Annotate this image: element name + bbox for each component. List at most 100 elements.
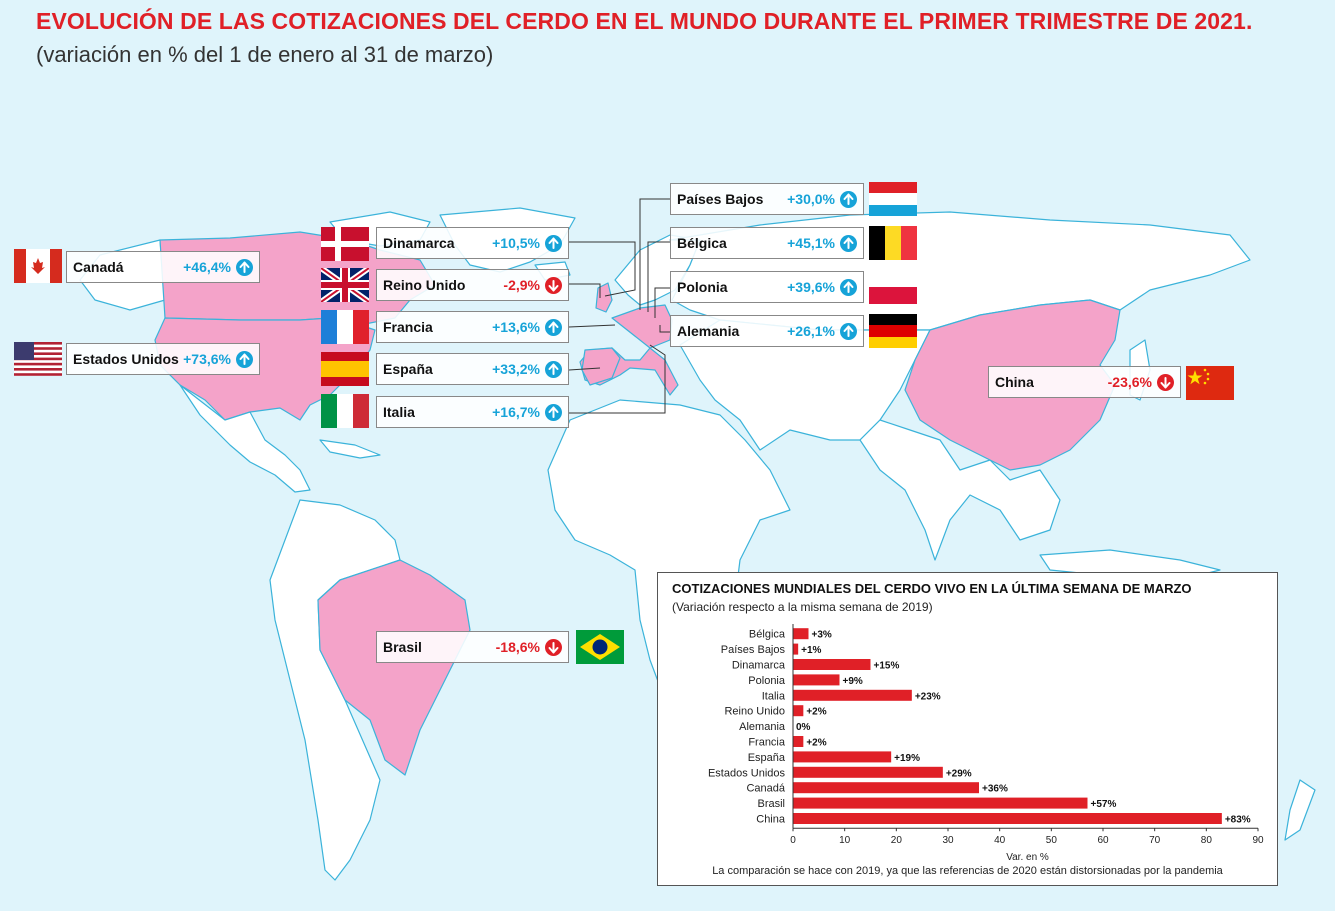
- uk-flag-icon: [321, 268, 369, 302]
- label-reino-unido-name: Reino Unido: [383, 277, 466, 293]
- label-polonia-name: Polonia: [677, 279, 728, 295]
- x-axis-label: Var. en %: [1006, 852, 1049, 863]
- data-label: +57%: [1091, 799, 1117, 810]
- bar: [793, 643, 799, 655]
- data-label: 0%: [796, 722, 811, 733]
- arrow-up-icon: [545, 403, 562, 421]
- label-belgica-value: +45,1%: [787, 235, 835, 251]
- label-espana: España +33,2%: [376, 353, 569, 385]
- label-china-value: -23,6%: [1107, 374, 1152, 390]
- mexico-shape: [179, 384, 311, 493]
- chart-note: La comparación se hace con 2019, ya que …: [712, 865, 1223, 877]
- bar: [793, 674, 840, 686]
- new-zealand-shape: [1284, 779, 1316, 841]
- bar-chart-panel: COTIZACIONES MUNDIALES DEL CERDO VIVO EN…: [657, 572, 1278, 886]
- bar: [793, 736, 804, 747]
- label-espana-value: +33,2%: [492, 361, 540, 377]
- bar-chart: Bélgica +3% Países Bajos +1% Dinamarca +15% Po…: [708, 624, 1264, 863]
- label-brasil: Brasil -18,6%: [376, 631, 569, 663]
- data-label: +15%: [874, 661, 900, 672]
- label-usa: Estados Unidos +73,6%: [66, 343, 260, 375]
- label-canada: Canadá +46,4%: [66, 251, 260, 283]
- data-label: +2%: [806, 738, 826, 749]
- x-tick-label: 90: [1252, 835, 1264, 846]
- label-reino-unido: Reino Unido -2,9%: [376, 269, 569, 301]
- label-polonia: Polonia +39,6%: [670, 271, 864, 303]
- brazil-flag-icon: [576, 630, 624, 664]
- data-label: +83%: [1225, 815, 1251, 826]
- label-paises-bajos-name: Países Bajos: [677, 191, 764, 207]
- bar: [793, 751, 892, 763]
- brazil-shape: [317, 559, 471, 776]
- category-label: Dinamarca: [732, 660, 786, 672]
- category-label: Reino Unido: [724, 706, 785, 718]
- x-tick-label: 20: [891, 835, 903, 846]
- label-alemania-name: Alemania: [677, 323, 740, 339]
- label-canada-name: Canadá: [73, 259, 124, 275]
- data-label: +3%: [812, 630, 832, 641]
- label-china: China -23,6%: [988, 366, 1181, 398]
- category-label: Brasil: [757, 798, 785, 810]
- uk-shape: [595, 282, 613, 313]
- label-alemania-value: +26,1%: [787, 323, 835, 339]
- bar: [793, 705, 804, 717]
- arrow-down-icon: [545, 638, 562, 656]
- data-label: +1%: [801, 645, 821, 656]
- label-belgica: Bélgica +45,1%: [670, 227, 864, 259]
- south-america-shape: [269, 499, 401, 881]
- label-dinamarca-name: Dinamarca: [383, 235, 455, 251]
- label-francia: Francia +13,6%: [376, 311, 569, 343]
- data-label: +23%: [915, 691, 941, 702]
- x-tick-label: 70: [1149, 835, 1161, 846]
- arrow-up-icon: [236, 350, 253, 368]
- label-italia-name: Italia: [383, 404, 415, 420]
- data-label: +9%: [843, 676, 863, 687]
- arrow-up-icon: [840, 322, 857, 340]
- poland-flag-icon: [869, 270, 917, 304]
- bar: [793, 782, 979, 794]
- spain-flag-icon: [321, 352, 369, 386]
- arrow-up-icon: [545, 318, 562, 336]
- arrow-down-icon: [545, 276, 562, 294]
- chart-title: COTIZACIONES MUNDIALES DEL CERDO VIVO EN…: [672, 581, 1192, 596]
- bar: [793, 689, 912, 701]
- x-tick-label: 80: [1201, 835, 1213, 846]
- denmark-flag-icon: [321, 227, 369, 261]
- label-francia-name: Francia: [383, 319, 433, 335]
- label-brasil-value: -18,6%: [495, 639, 540, 655]
- category-label: Alemania: [739, 721, 786, 733]
- category-label: Países Bajos: [721, 644, 786, 656]
- italy-flag-icon: [321, 394, 369, 428]
- bar: [793, 813, 1222, 824]
- usa-flag-icon: [14, 342, 62, 376]
- category-label: China: [756, 814, 786, 826]
- data-label: +29%: [946, 768, 972, 779]
- category-label: Italia: [762, 690, 786, 702]
- label-espana-name: España: [383, 361, 433, 377]
- label-dinamarca: Dinamarca +10,5%: [376, 227, 569, 259]
- category-label: España: [748, 752, 786, 764]
- caribbean-shape: [319, 439, 381, 459]
- page-title: EVOLUCIÓN DE LAS COTIZACIONES DEL CERDO …: [36, 8, 1253, 34]
- label-belgica-name: Bélgica: [677, 235, 727, 251]
- arrow-up-icon: [840, 190, 857, 208]
- france-flag-icon: [321, 310, 369, 344]
- label-china-name: China: [995, 374, 1034, 390]
- south-asia-shape: [859, 419, 1061, 561]
- arrow-up-icon: [236, 258, 253, 276]
- arrow-down-icon: [1157, 373, 1174, 391]
- x-tick-label: 10: [839, 835, 851, 846]
- category-label: Canadá: [746, 783, 785, 795]
- label-paises-bajos-value: +30,0%: [787, 191, 835, 207]
- china-flag-icon: [1186, 366, 1234, 400]
- category-label: Estados Unidos: [708, 767, 786, 779]
- category-label: Francia: [748, 737, 786, 749]
- germany-flag-icon: [869, 314, 917, 348]
- data-label: +2%: [806, 707, 826, 718]
- netherlands-flag-icon: [869, 182, 917, 216]
- label-canada-value: +46,4%: [183, 259, 231, 275]
- x-tick-label: 60: [1097, 835, 1109, 846]
- label-brasil-name: Brasil: [383, 639, 422, 655]
- label-paises-bajos: Países Bajos +30,0%: [670, 183, 864, 215]
- arrow-up-icon: [840, 234, 857, 252]
